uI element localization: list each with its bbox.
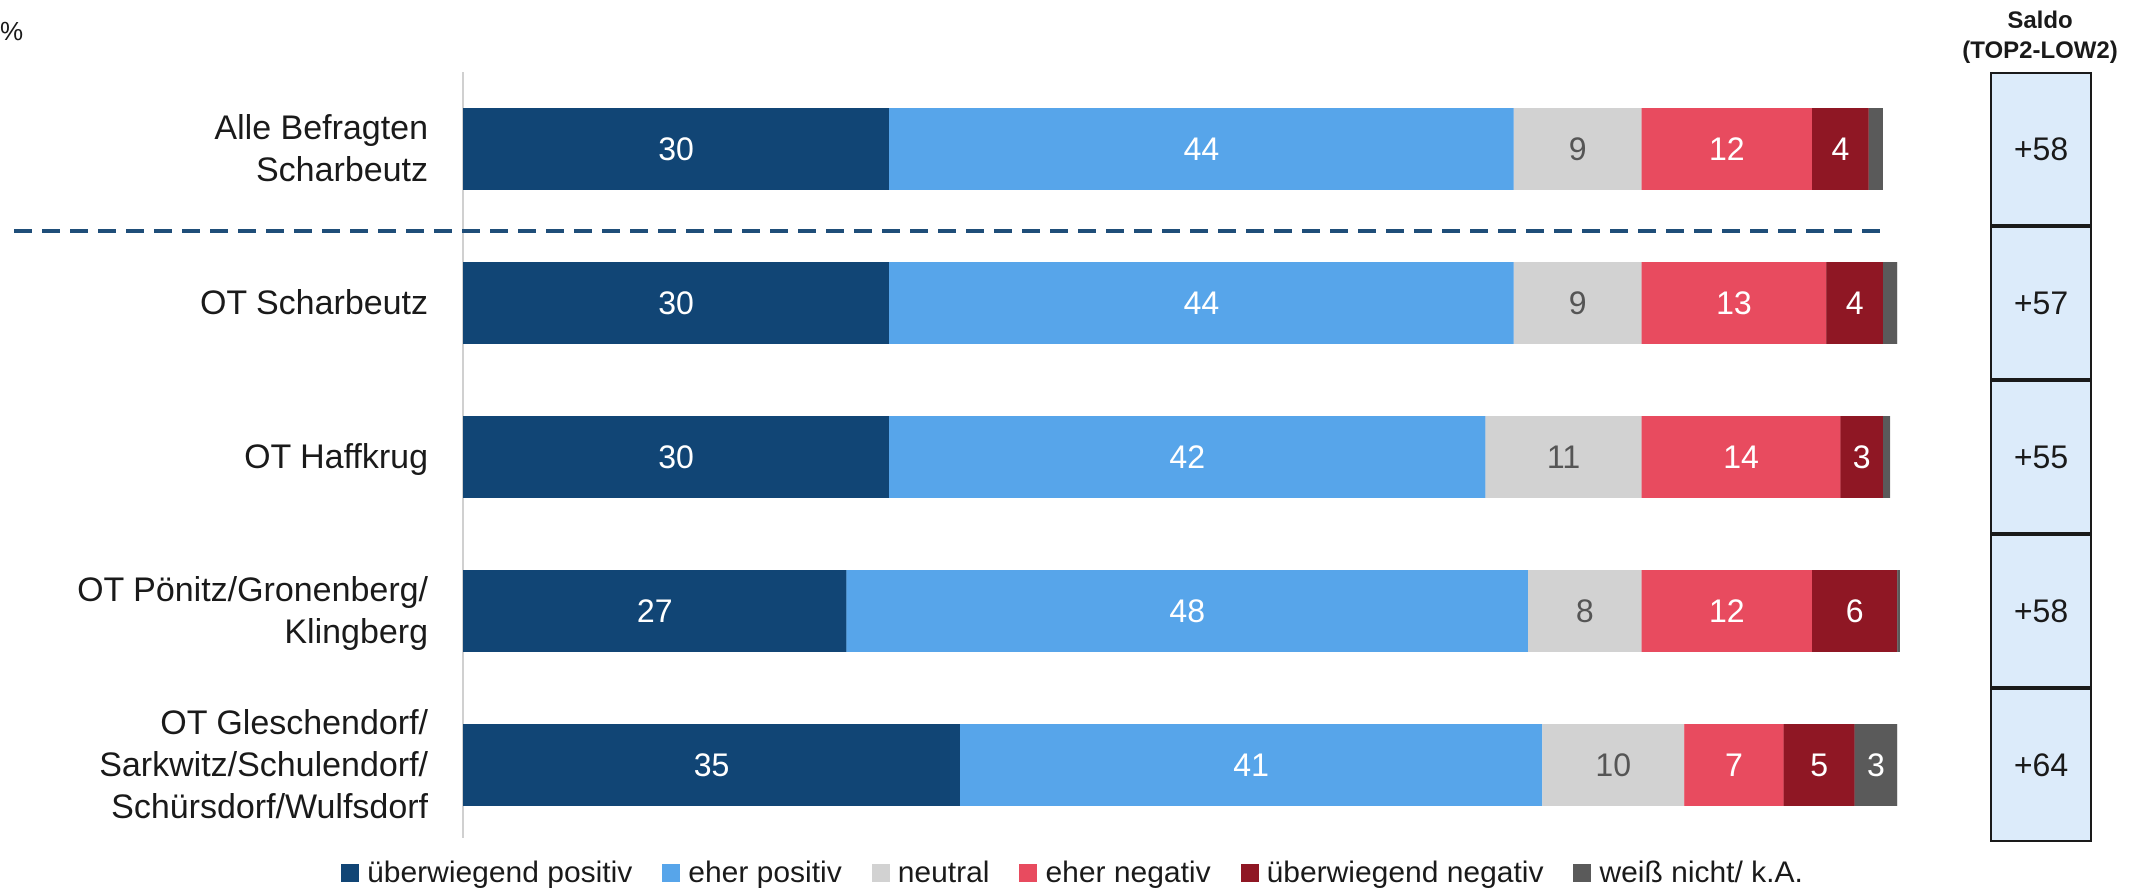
bar-neutral-row-2	[1513, 262, 1642, 344]
legend-label-ueberwiegend-negativ: überwiegend negativ	[1266, 856, 1544, 889]
bar-weiss-nicht-row-1	[1868, 108, 1883, 190]
data-label-eher-positiv-row-4: 48	[1169, 593, 1205, 629]
data-label-eher-positiv-row-5: 41	[1233, 747, 1269, 783]
data-label-eher-negativ-row-4: 12	[1709, 593, 1745, 629]
data-label-ueberwiegend-positiv-row-2: 30	[658, 285, 694, 321]
legend-swatch-weiss-nicht	[1573, 864, 1592, 882]
bar-neutral-row-1	[1513, 108, 1642, 190]
bar-neutral-row-4	[1528, 570, 1642, 652]
saldo-header: Saldo (TOP2-LOW2)	[1960, 6, 2120, 66]
bar-eher-positiv-row-2	[889, 262, 1514, 344]
data-label-eher-positiv-row-2: 44	[1184, 285, 1220, 321]
category-label-row-3-line-1: OT Haffkrug	[244, 438, 428, 476]
saldo-value-row-4: +58	[1990, 534, 2092, 688]
legend-swatch-ueberwiegend-negativ	[1240, 864, 1259, 882]
category-label-row-5-line-1: OT Gleschendorf/	[160, 704, 428, 742]
bar-ueberwiegend-positiv-row-2	[463, 262, 889, 344]
legend-label-neutral: neutral	[897, 856, 990, 889]
legend-swatch-neutral	[871, 864, 890, 882]
bar-weiss-nicht-row-5	[1854, 724, 1898, 806]
bar-eher-negativ-row-3	[1641, 416, 1841, 498]
data-label-eher-negativ-row-3: 14	[1723, 439, 1759, 475]
legend-swatch-ueberwiegend-positiv	[341, 864, 360, 882]
data-label-neutral-row-4: 8	[1576, 593, 1594, 629]
bar-ueberwiegend-negativ-row-1	[1812, 108, 1869, 190]
legend-item-weiss-nicht: weiß nicht/ k.A.	[1573, 856, 1803, 890]
data-label-neutral-row-3: 11	[1547, 439, 1580, 475]
bar-weiss-nicht-row-3	[1883, 416, 1891, 498]
data-label-neutral-row-1: 9	[1569, 131, 1587, 167]
legend-swatch-eher-negativ	[1019, 864, 1038, 882]
data-label-ueberwiegend-negativ-row-4: 6	[1846, 593, 1864, 629]
data-label-ueberwiegend-positiv-row-1: 30	[658, 131, 694, 167]
bar-ueberwiegend-positiv-row-5	[463, 724, 960, 806]
data-label-eher-positiv-row-3: 42	[1169, 439, 1205, 475]
legend-label-ueberwiegend-positiv: überwiegend positiv	[367, 856, 633, 889]
bar-weiss-nicht-row-2	[1883, 262, 1898, 344]
saldo-value-row-2: +57	[1990, 226, 2092, 380]
legend-item-ueberwiegend-positiv: überwiegend positiv	[341, 856, 632, 890]
bar-eher-negativ-row-5	[1684, 724, 1784, 806]
data-label-eher-negativ-row-5: 7	[1725, 747, 1743, 783]
bar-eher-positiv-row-5	[960, 724, 1543, 806]
bar-eher-positiv-row-4	[846, 570, 1528, 652]
legend-label-eher-negativ: eher negativ	[1045, 856, 1211, 889]
bar-ueberwiegend-negativ-row-2	[1826, 262, 1883, 344]
data-label-ueberwiegend-negativ-row-5: 5	[1810, 747, 1828, 783]
legend-item-neutral: neutral	[871, 856, 990, 890]
bar-eher-negativ-row-2	[1641, 262, 1827, 344]
bar-neutral-row-3	[1485, 416, 1642, 498]
bar-eher-negativ-row-4	[1641, 570, 1812, 652]
data-label-ueberwiegend-positiv-row-4: 27	[637, 593, 673, 629]
data-label-ueberwiegend-positiv-row-5: 35	[694, 747, 730, 783]
data-label-ueberwiegend-negativ-row-2: 4	[1846, 285, 1864, 321]
bar-ueberwiegend-negativ-row-3	[1840, 416, 1883, 498]
category-label-row-4-line-2: Klingberg	[284, 613, 428, 651]
bar-eher-negativ-row-1	[1641, 108, 1812, 190]
saldo-value-row-1: +58	[1990, 72, 2092, 226]
data-label-neutral-row-5: 10	[1595, 747, 1631, 783]
bar-weiss-nicht-row-4	[1897, 570, 1900, 652]
data-label-eher-negativ-row-2: 13	[1716, 285, 1752, 321]
stacked-bar-chart: Alle Befragten Scharbeutz 30 44 9 12 4 OT Schar…	[14, 72, 1900, 838]
legend-item-eher-negativ: eher negativ	[1019, 856, 1211, 890]
saldo-subtitle: (TOP2-LOW2)	[1962, 37, 2118, 64]
bar-ueberwiegend-negativ-row-5	[1783, 724, 1855, 806]
saldo-value-row-3: +55	[1990, 380, 2092, 534]
bar-neutral-row-5	[1542, 724, 1685, 806]
bar-ueberwiegend-positiv-row-4	[463, 570, 847, 652]
bar-eher-positiv-row-1	[889, 108, 1514, 190]
legend-item-eher-positiv: eher positiv	[662, 856, 842, 890]
data-label-ueberwiegend-negativ-row-1: 4	[1832, 131, 1850, 167]
legend-label-eher-positiv: eher positiv	[688, 856, 842, 889]
data-label-ueberwiegend-positiv-row-3: 30	[658, 439, 694, 475]
saldo-value-row-5: +64	[1990, 688, 2092, 842]
legend-item-ueberwiegend-negativ: überwiegend negativ	[1240, 856, 1544, 890]
category-label-row-2-line-1: OT Scharbeutz	[200, 284, 428, 322]
saldo-title: Saldo	[2007, 7, 2073, 34]
chart-legend: überwiegend positiv eher positiv neutral…	[0, 856, 2144, 890]
category-label-row-1-line-1: Alle Befragten	[214, 109, 428, 147]
bar-eher-positiv-row-3	[889, 416, 1486, 498]
unit-label: %	[0, 16, 24, 46]
category-label-row-5-line-2: Sarkwitz/Schulendorf/	[99, 746, 428, 784]
data-label-neutral-row-2: 9	[1569, 285, 1587, 321]
bar-ueberwiegend-positiv-row-3	[463, 416, 889, 498]
legend-swatch-eher-positiv	[662, 864, 681, 882]
data-label-weiss-nicht-row-5: 3	[1867, 747, 1885, 783]
category-label-row-4-line-1: OT Pönitz/Gronenberg/	[77, 571, 428, 609]
data-label-eher-negativ-row-1: 12	[1709, 131, 1745, 167]
data-label-eher-positiv-row-1: 44	[1184, 131, 1220, 167]
legend-label-weiss-nicht: weiß nicht/ k.A.	[1599, 856, 1803, 889]
category-label-row-5-line-3: Schürsdorf/Wulfsdorf	[111, 788, 428, 826]
data-label-ueberwiegend-negativ-row-3: 3	[1853, 439, 1871, 475]
bar-ueberwiegend-negativ-row-4	[1812, 570, 1898, 652]
bar-ueberwiegend-positiv-row-1	[463, 108, 889, 190]
category-label-row-1-line-2: Scharbeutz	[256, 151, 428, 189]
